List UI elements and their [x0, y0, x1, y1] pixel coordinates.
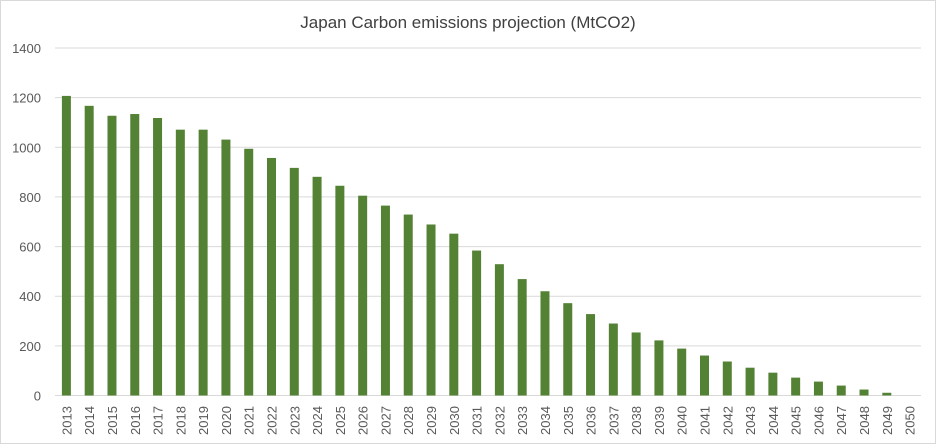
bar-2027: [380, 205, 390, 396]
bar-2049: [882, 392, 892, 396]
x-tick-label: 2020: [219, 406, 234, 435]
x-tick-label: 2041: [698, 406, 713, 435]
x-tick-label: 2034: [538, 406, 553, 435]
bar-2033: [517, 279, 527, 396]
x-tick-label: 2031: [470, 406, 485, 435]
bar-2029: [426, 224, 436, 396]
bar-2041: [700, 355, 709, 396]
bar-2034: [540, 291, 550, 396]
bar-2044: [768, 372, 778, 396]
bar-2021: [244, 148, 254, 396]
bar-2019: [198, 129, 208, 396]
bar-2023: [289, 167, 299, 396]
x-tick-label: 2047: [834, 406, 849, 435]
chart-title: Japan Carbon emissions projection (MtCO2…: [300, 13, 635, 32]
bar-2022: [267, 157, 276, 396]
bar-2013: [61, 95, 71, 396]
bar-2020: [221, 139, 231, 396]
bar-2036: [586, 314, 596, 396]
x-tick-label: 2021: [242, 406, 257, 435]
x-tick-label: 2017: [151, 406, 166, 435]
y-tick-label: 1400: [12, 41, 41, 56]
x-tick-label: 2035: [561, 406, 576, 435]
x-tick-label: 2016: [128, 406, 143, 435]
bar-2048: [859, 389, 869, 396]
x-tick-label: 2036: [584, 406, 599, 435]
x-tick-label: 2045: [789, 406, 804, 435]
x-tick-label: 2028: [401, 406, 416, 435]
x-tick-label: 2022: [265, 406, 280, 435]
x-tick-label: 2019: [196, 406, 211, 435]
bar-2015: [107, 115, 117, 396]
x-tick-label: 2040: [675, 406, 690, 435]
x-tick-label: 2030: [447, 406, 462, 435]
bar-2032: [494, 264, 504, 396]
x-tick-label: 2024: [310, 406, 325, 435]
x-tick-label: 2043: [743, 406, 758, 435]
x-tick-label: 2026: [356, 406, 371, 435]
x-tick-label: 2037: [606, 406, 621, 435]
x-tick-label: 2032: [492, 406, 507, 435]
x-tick-label: 2039: [652, 406, 667, 435]
x-tick-label: 2042: [720, 406, 735, 435]
x-tick-label: 2014: [82, 406, 97, 435]
bar-2042: [722, 361, 732, 396]
y-tick-label: 600: [19, 240, 41, 255]
x-tick-label: 2050: [903, 406, 918, 435]
bar-2018: [175, 129, 185, 396]
x-tick-label: 2015: [105, 406, 120, 435]
y-tick-label: 800: [19, 190, 41, 205]
bar-2037: [608, 323, 618, 396]
bar-2024: [312, 176, 322, 396]
bar-2040: [677, 348, 687, 396]
y-tick-label: 0: [34, 389, 41, 404]
bar-2031: [472, 250, 482, 396]
y-tick-label: 200: [19, 339, 41, 354]
bar-2035: [563, 303, 573, 396]
bar-2047: [836, 385, 846, 396]
x-tick-label: 2049: [880, 406, 895, 435]
x-tick-label: 2023: [287, 406, 302, 435]
x-tick-label: 2046: [811, 406, 826, 435]
x-tick-label: 2038: [629, 406, 644, 435]
bar-2038: [631, 332, 641, 396]
bar-2016: [130, 114, 140, 396]
bar-2043: [745, 367, 755, 396]
x-tick-label: 2013: [59, 406, 74, 435]
x-tick-label: 2029: [424, 406, 439, 435]
x-tick-label: 2027: [378, 406, 393, 435]
x-tick-label: 2033: [515, 406, 530, 435]
bar-2026: [358, 195, 368, 396]
bar-2046: [813, 381, 823, 396]
bar-2017: [153, 117, 163, 396]
bar-2025: [335, 185, 345, 396]
bar-2045: [791, 377, 801, 396]
bar-2030: [449, 233, 459, 396]
bar-2014: [84, 105, 94, 396]
y-tick-label: 1000: [12, 140, 41, 155]
x-tick-label: 2018: [173, 406, 188, 435]
bar-2028: [403, 214, 413, 396]
y-tick-label: 400: [19, 289, 41, 304]
x-tick-label: 2044: [766, 406, 781, 435]
bar-2039: [654, 340, 664, 396]
y-tick-label: 1200: [12, 91, 41, 106]
x-tick-label: 2025: [333, 406, 348, 435]
x-tick-label: 2048: [857, 406, 872, 435]
